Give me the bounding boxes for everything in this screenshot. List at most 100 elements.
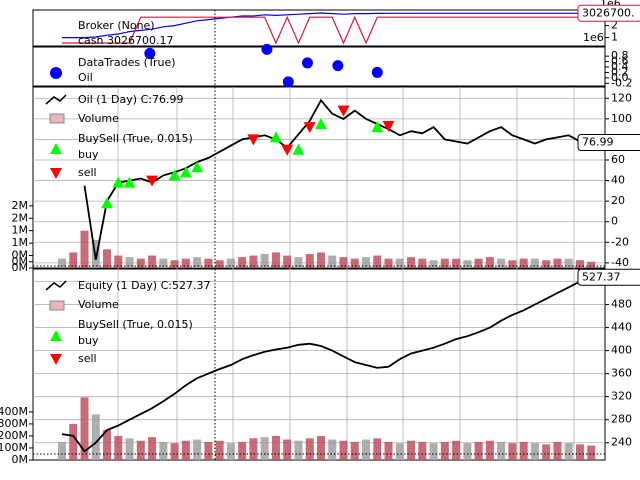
y-tick-label: 1M xyxy=(12,236,29,249)
volume-bar xyxy=(485,440,494,460)
volume-bar xyxy=(429,443,438,460)
legend-title: Broker (None) xyxy=(78,19,155,32)
legend-label: Volume xyxy=(78,298,119,311)
trade-dot xyxy=(332,60,344,72)
volume-bar xyxy=(362,439,371,460)
volume-bar xyxy=(440,441,449,460)
volume-bar xyxy=(260,437,269,460)
value-tag: 76.99 xyxy=(582,136,614,149)
volume-bar xyxy=(328,439,337,460)
volume-bar xyxy=(553,441,562,460)
y-tick-label: 0.0 xyxy=(611,71,629,84)
value-tag: 3026700. xyxy=(582,6,635,19)
buy-marker xyxy=(123,176,136,188)
buy-marker xyxy=(101,197,114,209)
trade-dot xyxy=(301,57,313,69)
y-tick-label: 0 xyxy=(611,215,618,228)
volume-bar xyxy=(114,255,123,268)
y-tick-label: 280 xyxy=(611,413,632,426)
volume-bar xyxy=(587,445,596,460)
volume-bar xyxy=(564,443,573,460)
sell-marker xyxy=(337,105,350,117)
sell-marker xyxy=(303,122,316,134)
volume-bar xyxy=(170,443,179,460)
volume-bar xyxy=(497,258,506,268)
volume-bar xyxy=(519,258,528,268)
y-tick-label: 20 xyxy=(611,194,625,207)
legend-icon xyxy=(45,280,67,291)
sell-marker xyxy=(247,134,260,146)
legend-label: buy xyxy=(78,148,99,161)
buy-marker xyxy=(112,176,125,188)
y-tick-label: 1 xyxy=(611,31,618,44)
volume-bar xyxy=(395,258,404,268)
volume-bar xyxy=(170,260,179,268)
volume-bar xyxy=(305,254,314,268)
volume-bar xyxy=(553,258,562,268)
y-tick-label: 2 xyxy=(611,19,618,32)
legend-icon xyxy=(50,168,62,179)
volume-bar xyxy=(463,260,472,268)
plot-layer: 121e61e63026700.-0.20.00.20.40.60.8-40-2… xyxy=(0,0,640,466)
volume-bar xyxy=(125,438,134,460)
series-line xyxy=(83,98,592,260)
volume-bar xyxy=(407,257,416,268)
volume-bar xyxy=(58,441,66,460)
volume-bar xyxy=(136,258,145,268)
trade-dot xyxy=(371,66,383,78)
y-tick-label: 0.6 xyxy=(611,55,629,68)
volume-bar xyxy=(485,257,494,268)
y-tick-label: 0M xyxy=(12,249,29,262)
y-tick-label: 400M xyxy=(0,405,28,418)
y-tick-label: -20 xyxy=(611,235,629,248)
value-tag-box xyxy=(577,268,640,286)
volume-bar xyxy=(395,443,404,460)
legend-title: Equity (1 Day) C:527.37 xyxy=(78,279,210,292)
y-tick-label: 200M xyxy=(0,429,28,442)
volume-bar xyxy=(58,258,66,268)
volume-bar xyxy=(440,258,449,268)
volume-bar xyxy=(238,257,247,268)
volume-bar xyxy=(564,258,573,268)
y-tick-label: 0.4 xyxy=(611,60,629,73)
volume-bar xyxy=(350,441,359,460)
volume-bar xyxy=(575,260,584,268)
volume-bar xyxy=(215,260,224,268)
sell-marker xyxy=(382,121,395,133)
y-tick-label: 320 xyxy=(611,390,632,403)
sell-marker xyxy=(146,175,159,187)
volume-bar xyxy=(159,441,168,460)
legend-label: Oil xyxy=(78,71,93,84)
volume-bar xyxy=(305,438,314,460)
volume-bar xyxy=(159,258,168,268)
trade-dot xyxy=(282,76,294,88)
y-tick-label: 2M xyxy=(12,199,29,212)
series-line xyxy=(62,15,592,45)
legend-icon xyxy=(49,300,65,311)
y-tick-label: -0.2 xyxy=(611,76,632,89)
volume-bar xyxy=(542,444,551,460)
volume-bar xyxy=(193,439,202,460)
volume-bar xyxy=(215,440,224,460)
y-tick-label: 0.2 xyxy=(611,65,629,78)
volume-bar xyxy=(530,443,539,460)
volume-bar xyxy=(181,440,190,460)
y-tick-label: 0M xyxy=(12,261,29,274)
trade-dot xyxy=(144,47,156,59)
volume-bar xyxy=(418,258,427,268)
y-tick-label: 120 xyxy=(611,91,632,104)
buy-marker xyxy=(168,169,181,181)
volume-bar xyxy=(418,441,427,460)
volume-bar xyxy=(407,440,416,460)
volume-bar xyxy=(193,257,202,268)
y-tick-label: 1M xyxy=(12,224,29,237)
volume-bar xyxy=(226,443,235,460)
sell-marker xyxy=(281,144,294,156)
y-tick-label: 240 xyxy=(611,436,632,449)
y-tick-label: 360 xyxy=(611,367,632,380)
volume-bar xyxy=(362,257,371,268)
volume-bar xyxy=(350,258,359,268)
legend-label: sell xyxy=(78,352,97,365)
volume-bar xyxy=(519,441,528,460)
volume-bar xyxy=(103,429,112,460)
